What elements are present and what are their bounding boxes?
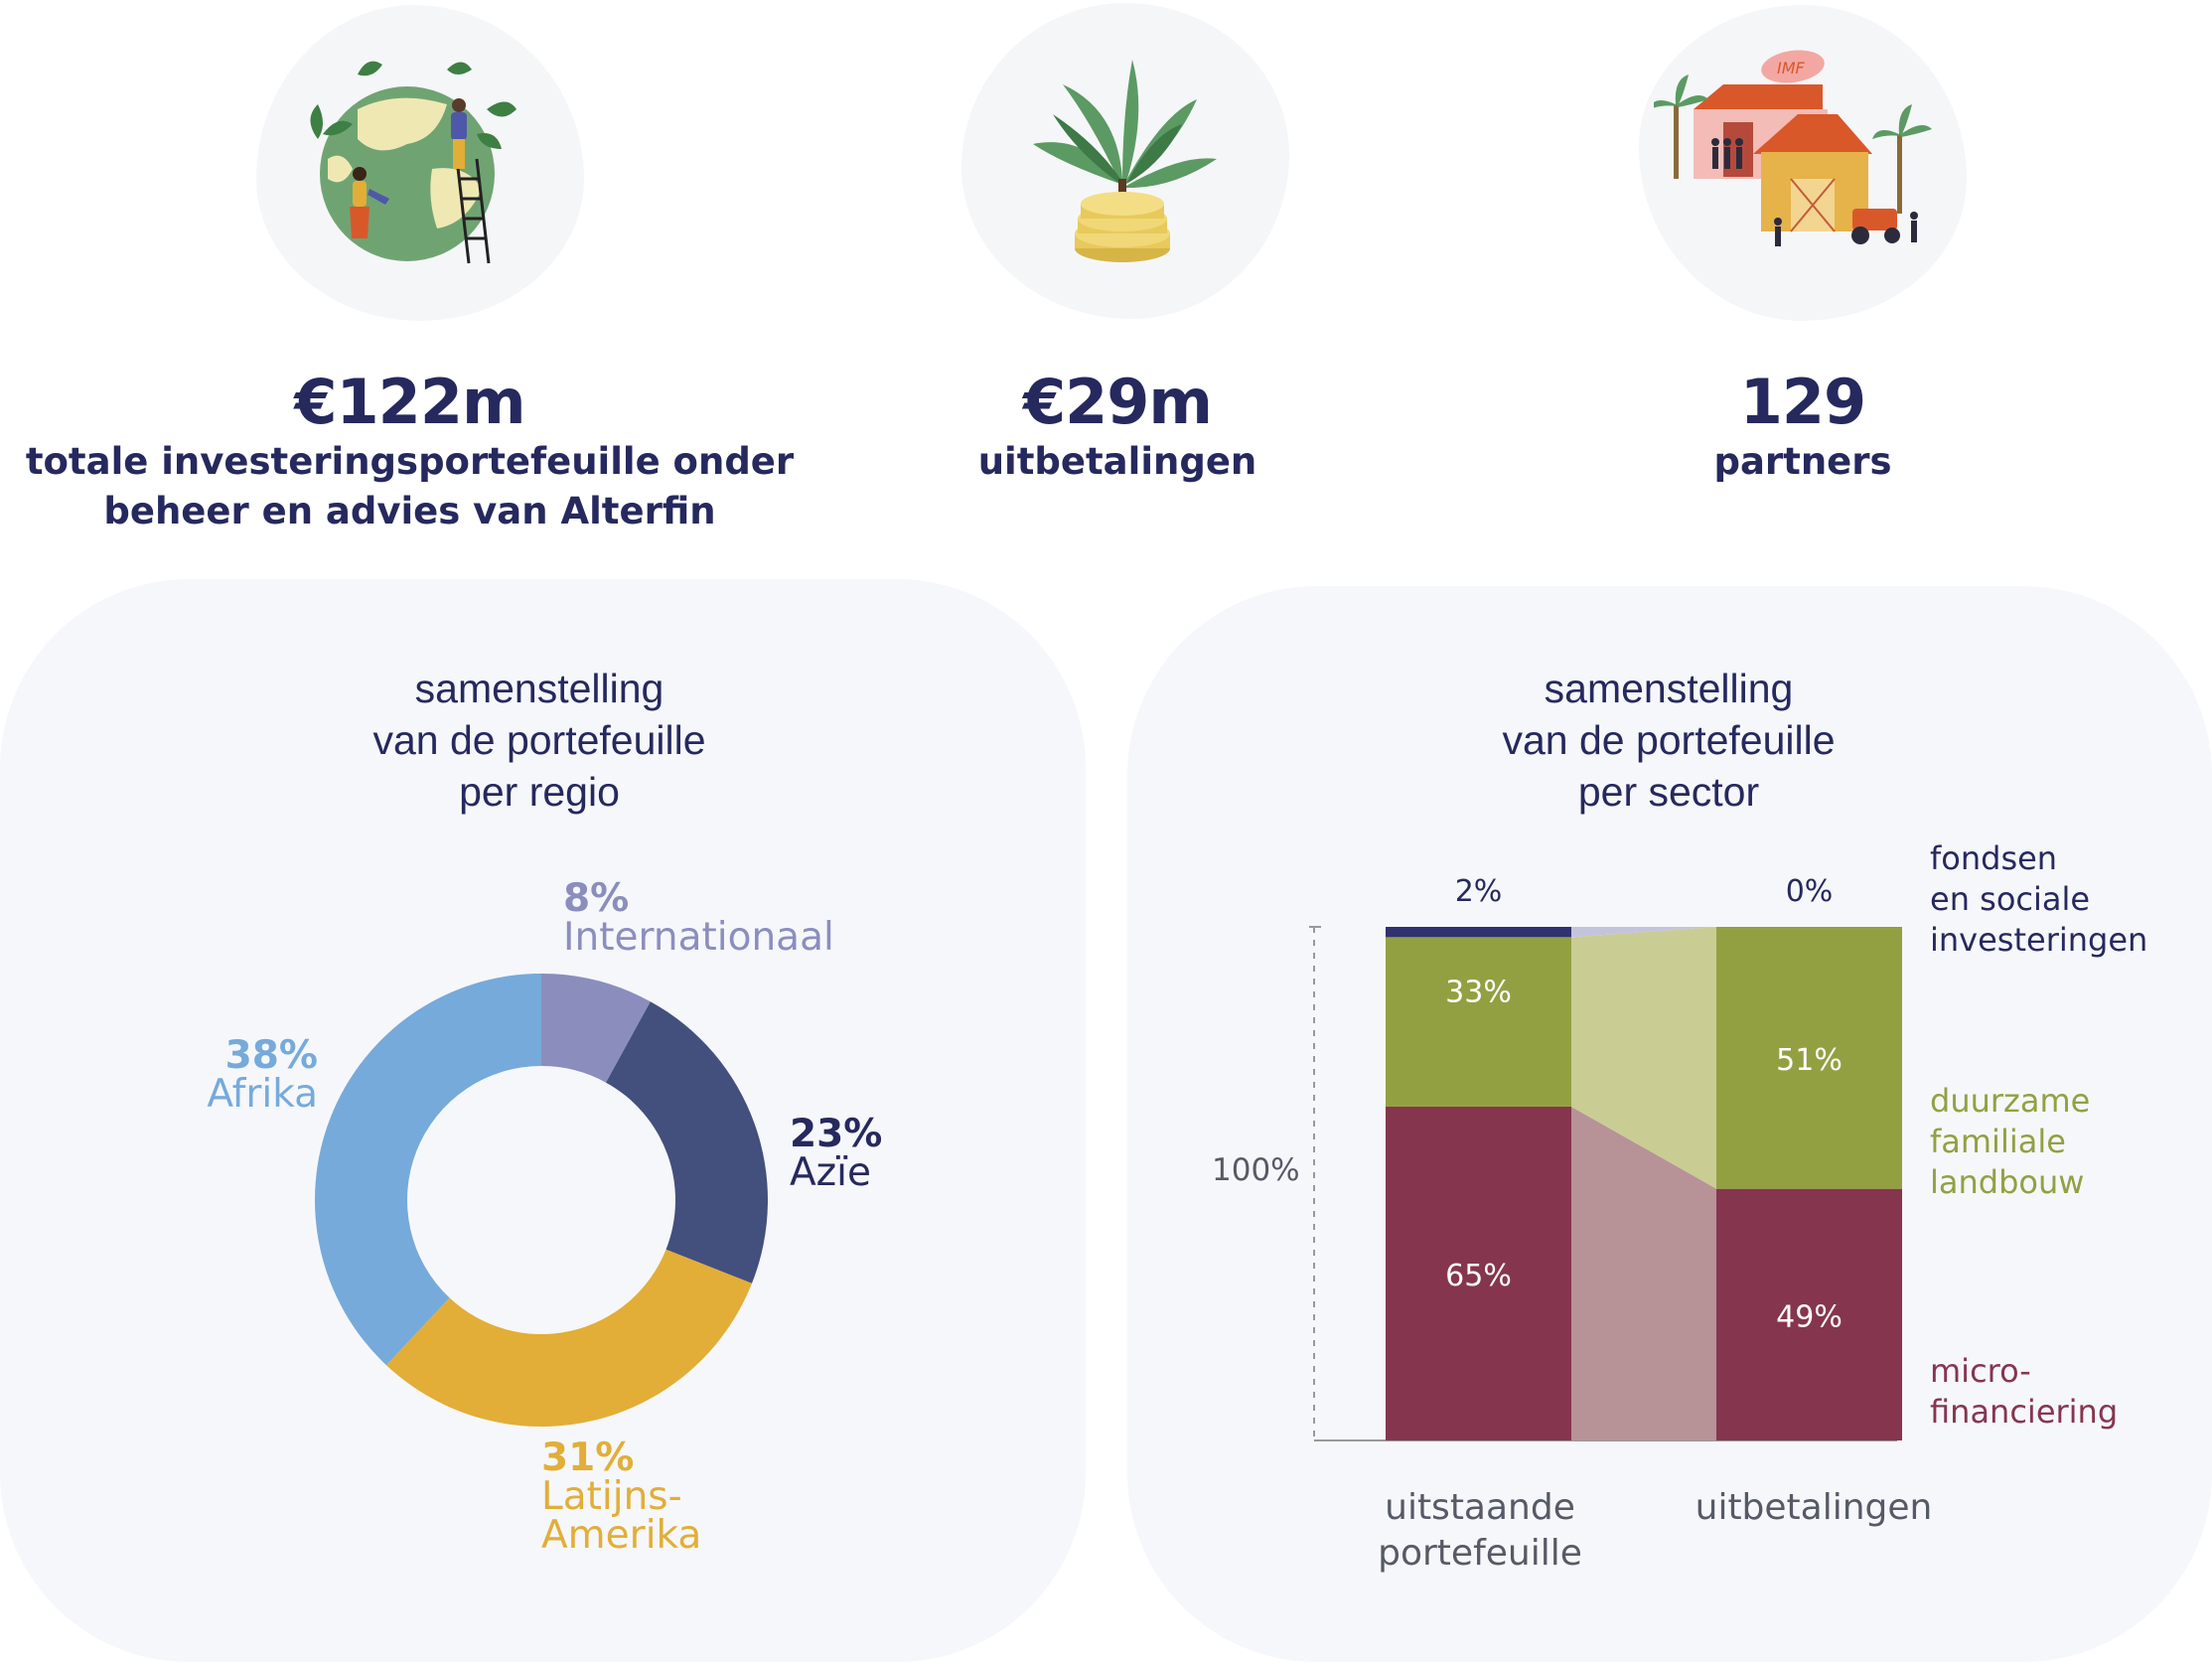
- bar-value-label-2-0: 2%: [1455, 874, 1503, 909]
- village-imf-icon: IMF: [1654, 50, 1932, 246]
- title-line: van de portefeuille: [1502, 717, 1836, 763]
- slice-name: Latijns-: [541, 1474, 682, 1519]
- title-line: per regio: [459, 769, 620, 815]
- donut-label-international: 8% Internationaal: [563, 879, 834, 957]
- category-line: uitbetalingen: [1695, 1487, 1933, 1528]
- slice-pct: 38%: [224, 1033, 318, 1078]
- bar-segment-2-0: [1386, 927, 1571, 938]
- connector-band-2: [1571, 927, 1716, 938]
- slice-pct: 23%: [790, 1112, 883, 1156]
- donut-label-africa: 38% Afrika: [159, 1036, 318, 1114]
- category-label-outstanding: uitstaande portefeuille: [1331, 1485, 1629, 1577]
- slice-pct: 8%: [563, 876, 630, 921]
- bar-value-label-0-1: 49%: [1776, 1299, 1843, 1334]
- legend-agriculture: duurzame familiale landbouw: [1930, 1081, 2090, 1203]
- donut-label-latam: 31% Latijns- Amerika: [541, 1438, 701, 1555]
- y-axis-label: 100%: [1212, 1152, 1300, 1188]
- donut-slice-2: [385, 1249, 752, 1427]
- donut-slice-1: [606, 1001, 768, 1284]
- donut-slice-0: [541, 974, 651, 1083]
- imf-text: IMF: [1777, 59, 1806, 77]
- title-line: per sector: [1577, 769, 1760, 815]
- stat-label-line: totale investeringsportefeuille onder: [25, 440, 795, 483]
- slice-pct: 31%: [541, 1435, 635, 1480]
- bar-value-label-2-1: 0%: [1786, 874, 1834, 909]
- bar-value-label-1-0: 33%: [1445, 976, 1512, 1010]
- bar-segment-0-1: [1716, 1188, 1902, 1440]
- connector-band-1: [1571, 927, 1716, 1189]
- legend-line: familiale: [1930, 1123, 2066, 1160]
- plant-coins-icon: [1033, 60, 1217, 262]
- title-line: van de portefeuille: [372, 717, 706, 763]
- region-donut-chart: [315, 973, 768, 1427]
- stat-disbursements: €29m uitbetalingen: [874, 366, 1361, 488]
- legend-line: financiering: [1930, 1393, 2119, 1431]
- stat-portfolio: €122m totale investeringsportefeuille on…: [0, 366, 819, 537]
- sector-chart-title: samenstelling van de portefeuille per se…: [1371, 663, 1967, 818]
- legend-line: landbouw: [1930, 1163, 2085, 1201]
- slice-name: Amerika: [541, 1513, 702, 1558]
- stat-value: €122m: [294, 366, 525, 438]
- legend-microfinance: micro- financiering: [1930, 1351, 2118, 1433]
- category-line: uitstaande: [1385, 1487, 1575, 1528]
- donut-slice-3: [315, 973, 541, 1366]
- category-label-disbursements: uitbetalingen: [1665, 1485, 1963, 1531]
- bar-segment-0-0: [1386, 1106, 1571, 1440]
- stat-partners: 129 partners: [1559, 366, 2046, 488]
- stat-value: €29m: [1022, 366, 1213, 438]
- bar-value-label-1-1: 51%: [1776, 1043, 1843, 1078]
- title-line: samenstelling: [414, 666, 664, 711]
- donut-label-asia: 23% Azïe: [790, 1115, 882, 1192]
- region-chart-panel: [0, 579, 1086, 1662]
- slice-name: Azïe: [790, 1150, 871, 1195]
- stat-label-line: uitbetalingen: [977, 440, 1257, 483]
- globe-people-icon: [310, 61, 516, 264]
- legend-line: duurzame: [1930, 1082, 2091, 1120]
- stat-label-line: partners: [1713, 440, 1892, 483]
- stat-value: 129: [1739, 366, 1866, 438]
- stat-label-line: beheer en advies van Alterfin: [103, 490, 716, 532]
- legend-line: fondsen: [1930, 839, 2058, 877]
- legend-line: investeringen: [1930, 921, 2148, 959]
- legend-line: en sociale: [1930, 880, 2091, 918]
- bar-segment-1-1: [1716, 927, 1902, 1189]
- region-chart-title: samenstelling van de portefeuille per re…: [241, 663, 837, 818]
- bar-segment-1-0: [1386, 937, 1571, 1107]
- legend-line: micro-: [1930, 1352, 2031, 1390]
- slice-name: Afrika: [207, 1072, 318, 1117]
- bar-value-label-0-0: 65%: [1445, 1259, 1512, 1293]
- slice-name: Internationaal: [563, 915, 834, 960]
- category-line: portefeuille: [1378, 1533, 1582, 1574]
- connector-band-0: [1571, 1106, 1716, 1440]
- legend-funds: fondsen en sociale investeringen: [1930, 838, 2147, 961]
- title-line: samenstelling: [1544, 666, 1794, 711]
